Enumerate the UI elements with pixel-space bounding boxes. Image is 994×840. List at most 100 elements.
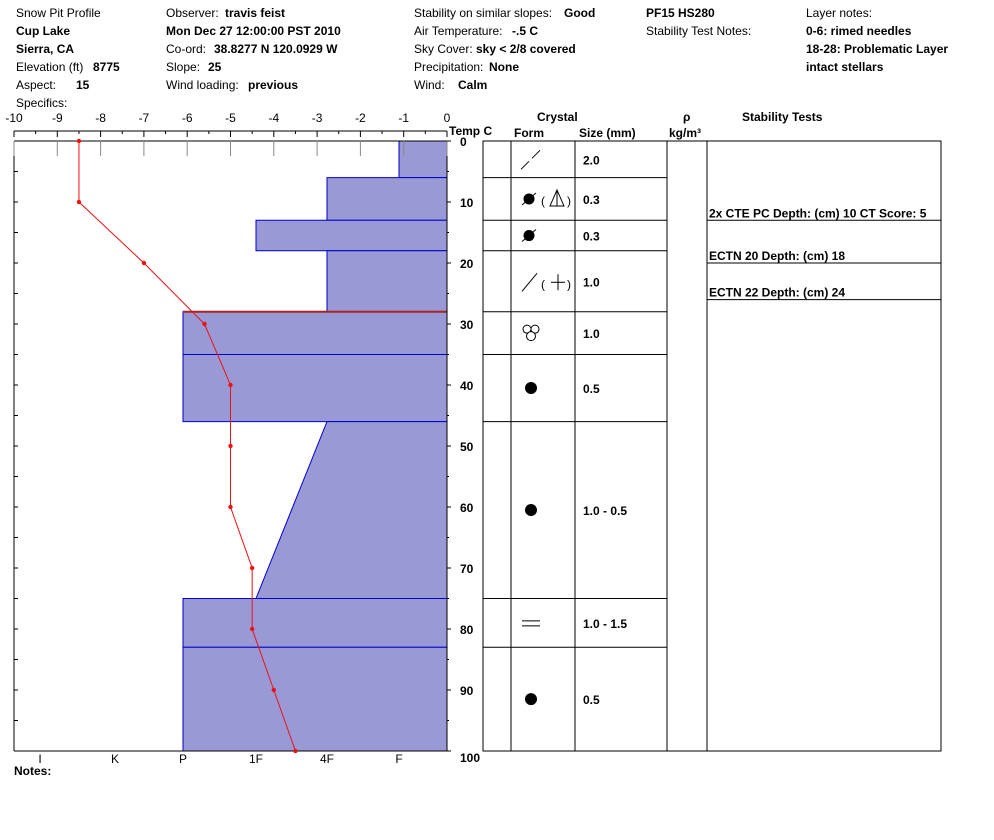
density-unit: kg/m³ — [669, 126, 702, 140]
hardness-layer — [398, 140, 448, 179]
hardness-tick-label: K — [111, 752, 119, 766]
precipitation-value: None — [489, 60, 519, 74]
paren-glyph: ) — [567, 194, 571, 208]
hardness-tick-label: F — [395, 752, 402, 766]
crystal-row: () 0.3 — [521, 188, 600, 208]
crystal-row: 1.0 — [522, 324, 600, 342]
stability-test-notes-label: Stability Test Notes: — [646, 24, 752, 38]
crystal-header: Crystal — [537, 110, 578, 124]
needle-stroke — [531, 149, 541, 159]
depth-tick-label: 20 — [460, 257, 474, 271]
wind-loading-value: previous — [248, 78, 299, 92]
stability-test-entry: 2x CTE PC Depth: (cm) 10 CT Score: 5 — [709, 206, 927, 220]
hardness-layer — [182, 598, 448, 648]
hardness-layer — [326, 250, 448, 313]
depth-tick-label: 70 — [460, 562, 474, 576]
partial-slash — [521, 192, 537, 206]
crystal-table: 2.0 () 0.3 0.3 () 1.0 1.0 0.5 1.0 - 0.5 1.0 - 1.5… — [482, 140, 942, 752]
temp-axis-label: Temp C — [449, 124, 493, 138]
size-header: Size (mm) — [579, 126, 636, 140]
table-frame — [482, 140, 942, 752]
hardness-tick-label: I — [38, 752, 41, 766]
crystal-size: 1.0 — [583, 327, 600, 341]
elevation-label: Elevation (ft) — [16, 60, 84, 74]
coord-label: Co-ord: — [166, 42, 207, 56]
stellar-stroke — [521, 272, 538, 292]
coord-value: 38.8277 N 120.0929 W — [214, 42, 338, 56]
layer-note: intact stellars — [806, 60, 884, 74]
stability-label: Stability on similar slopes: — [414, 6, 553, 20]
hardness-tick-label: P — [179, 752, 187, 766]
observer-label: Observer: — [166, 6, 219, 20]
crystal-size: 2.0 — [583, 153, 600, 167]
layer-note: 0-6: rimed needles — [806, 24, 912, 38]
crystal-row: () 1.0 — [521, 272, 600, 292]
crystal-size: 1.0 - 1.5 — [583, 617, 627, 631]
temp-tick-label: 0 — [444, 111, 451, 125]
temp-point — [76, 199, 82, 205]
temp-point — [202, 321, 207, 327]
observer-value: travis feist — [225, 6, 286, 20]
sky-cover-value: sky < 2/8 covered — [476, 42, 576, 56]
stability-test-entry: ECTN 20 Depth: (cm) 18 — [709, 249, 845, 263]
temp-point — [293, 748, 298, 754]
temp-point — [228, 504, 233, 510]
partial-slash — [521, 229, 537, 242]
temp-point — [249, 565, 255, 571]
crystal-size: 0.5 — [583, 382, 600, 396]
depth-tick-label: 10 — [460, 196, 474, 210]
depth-tick-label: 50 — [460, 440, 474, 454]
depth-tick-label: 40 — [460, 379, 474, 393]
hardness-layer — [326, 177, 448, 221]
aspect-label: Aspect: — [16, 78, 57, 92]
temp-point — [76, 138, 82, 144]
location: Cup Lake — [16, 24, 71, 38]
cluster-circle — [526, 331, 536, 342]
density-symbol: ρ — [683, 110, 691, 124]
crystal-size: 0.3 — [583, 193, 600, 207]
depth-tick-label: 100 — [460, 751, 480, 765]
paren-glyph: ( — [541, 277, 545, 291]
air-temp-label: Air Temperature: — [414, 24, 503, 38]
needle-stroke — [520, 160, 530, 170]
temp-tick-label: -3 — [312, 111, 323, 125]
temp-tick-label: -8 — [95, 111, 106, 125]
temp-point — [249, 626, 255, 632]
crystal-row: 1.0 - 0.5 — [525, 504, 627, 518]
layer-note: 18-28: Problematic Layer — [806, 42, 949, 56]
stability-tests-header: Stability Tests — [742, 110, 823, 124]
temp-tick-label: -10 — [5, 111, 23, 125]
temp-tick-label: -9 — [52, 111, 63, 125]
region: Sierra, CA — [16, 42, 75, 56]
rounded-dot — [525, 504, 537, 517]
hardness-layer — [182, 646, 448, 752]
crystal-size: 1.0 - 0.5 — [583, 504, 627, 518]
crystal-size: 0.3 — [583, 230, 600, 244]
depth-axis: 0 10 20 30 40 50 60 70 80 90 100 — [447, 135, 480, 765]
crystal-row: 1.0 - 1.5 — [522, 617, 627, 631]
hardness-layer — [182, 354, 448, 423]
temp-tick-label: -5 — [225, 111, 236, 125]
depth-tick-label: 80 — [460, 623, 474, 637]
crystal-row: 2.0 — [520, 149, 600, 170]
slope-value: 25 — [208, 60, 222, 74]
depth-tick-label: 60 — [460, 501, 474, 515]
temp-tick-label: -6 — [182, 111, 193, 125]
hardness-tick-label: 1F — [249, 752, 263, 766]
paren-glyph: ( — [541, 194, 545, 208]
plot-frame — [13, 140, 448, 752]
rounded-dot — [525, 693, 537, 706]
pf-hs: PF15 HS280 — [646, 6, 715, 20]
hardness-tick-label: 4F — [320, 752, 334, 766]
aspect-value: 15 — [76, 78, 90, 92]
stability-tests-panel: 2x CTE PC Depth: (cm) 10 CT Score: 5 ECTN… — [707, 206, 941, 301]
temp-point — [228, 382, 233, 388]
temp-axis: -10 -9 -8 -7 -6 -5 -4 -3 -2 -1 0 — [5, 111, 451, 137]
temp-point — [271, 687, 276, 693]
depth-tick-label: 30 — [460, 318, 474, 332]
temp-point — [141, 260, 147, 266]
air-temp-value: -.5 C — [512, 24, 539, 38]
layer-notes-label: Layer notes: — [806, 6, 873, 20]
temp-tick-label: -7 — [139, 111, 150, 125]
